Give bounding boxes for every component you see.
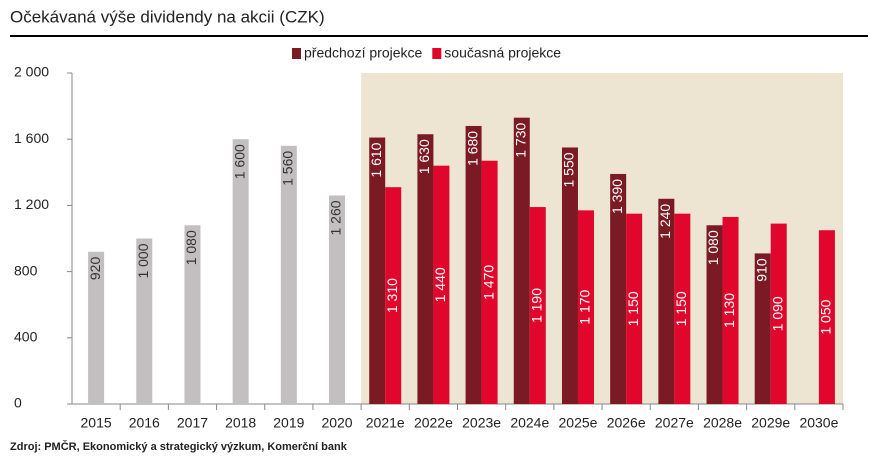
y-tick-label: 1 600 — [14, 130, 49, 146]
legend-swatch — [432, 48, 442, 59]
y-tick-label: 0 — [14, 395, 22, 411]
x-tick-label: 2023e — [462, 415, 501, 431]
bar — [577, 210, 594, 404]
bar — [529, 207, 546, 404]
value-label: 1 150 — [673, 291, 689, 326]
x-tick-label: 2029e — [751, 415, 790, 431]
value-label: 1 630 — [416, 139, 432, 174]
x-tick-label: 2019 — [273, 415, 304, 431]
bar — [417, 134, 434, 405]
bar — [232, 139, 249, 404]
value-label: 1 600 — [231, 144, 247, 179]
value-label: 1 470 — [480, 265, 496, 300]
bar — [88, 251, 105, 404]
bar — [329, 195, 346, 404]
x-tick-label: 2015 — [81, 415, 112, 431]
value-label: 1 150 — [625, 291, 641, 326]
value-label: 1 190 — [528, 288, 544, 323]
bar — [513, 117, 530, 404]
bar — [818, 230, 835, 404]
x-tick-label: 2027e — [655, 415, 694, 431]
bar — [280, 145, 297, 404]
bar — [754, 253, 771, 404]
x-tick-label: 2030e — [799, 415, 838, 431]
value-label: 1 440 — [432, 267, 448, 302]
bar — [561, 147, 578, 404]
bar — [481, 160, 498, 404]
bar — [385, 187, 402, 404]
value-label: 1 560 — [280, 151, 296, 186]
y-tick-label: 1 200 — [14, 196, 49, 212]
x-tick-label: 2016 — [129, 415, 160, 431]
x-tick-label: 2020 — [321, 415, 352, 431]
value-label: 1 610 — [368, 142, 384, 177]
value-label: 920 — [87, 257, 103, 281]
value-label: 1 130 — [721, 293, 737, 328]
value-label: 910 — [753, 258, 769, 282]
value-label: 1 260 — [328, 200, 344, 235]
bar — [722, 216, 739, 404]
bar — [610, 173, 627, 404]
x-tick-label: 2028e — [703, 415, 742, 431]
bar — [658, 198, 675, 404]
legend-label: předchozí projekce — [304, 45, 423, 61]
bar — [184, 225, 201, 404]
bar — [433, 165, 450, 404]
x-tick-label: 2021e — [366, 415, 405, 431]
value-label: 1 080 — [183, 230, 199, 265]
x-tick-label: 2025e — [559, 415, 598, 431]
bar — [465, 125, 482, 405]
value-label: 1 310 — [384, 278, 400, 313]
legend-label: současná projekce — [444, 45, 561, 61]
value-label: 1 170 — [577, 289, 593, 324]
bar — [369, 137, 386, 405]
bar — [770, 223, 787, 404]
value-label: 1 550 — [561, 152, 577, 187]
chart-title: Očekávaná výše dividendy na akcii (CZK) — [10, 7, 325, 26]
x-tick-label: 2024e — [510, 415, 549, 431]
y-tick-label: 2 000 — [14, 64, 49, 80]
source: Zdroj: PMČR, Ekonomický a strategický vý… — [10, 440, 348, 453]
value-label: 1 730 — [512, 122, 528, 157]
bar — [674, 213, 691, 404]
value-label: 1 090 — [769, 296, 785, 331]
x-tick-label: 2018 — [225, 415, 256, 431]
y-tick-label: 400 — [14, 329, 38, 345]
bar — [706, 225, 723, 404]
x-tick-label: 2017 — [177, 415, 208, 431]
value-label: 1 240 — [657, 204, 673, 239]
x-tick-label: 2026e — [607, 415, 646, 431]
value-label: 1 080 — [705, 230, 721, 265]
value-label: 1 390 — [609, 179, 625, 214]
legend-swatch — [292, 48, 301, 59]
value-label: 1 000 — [135, 243, 151, 278]
bar — [136, 238, 153, 404]
y-tick-label: 800 — [14, 262, 38, 278]
value-label: 1 050 — [818, 299, 834, 334]
x-tick-label: 2022e — [414, 415, 453, 431]
value-label: 1 680 — [464, 131, 480, 166]
bar — [626, 213, 643, 404]
